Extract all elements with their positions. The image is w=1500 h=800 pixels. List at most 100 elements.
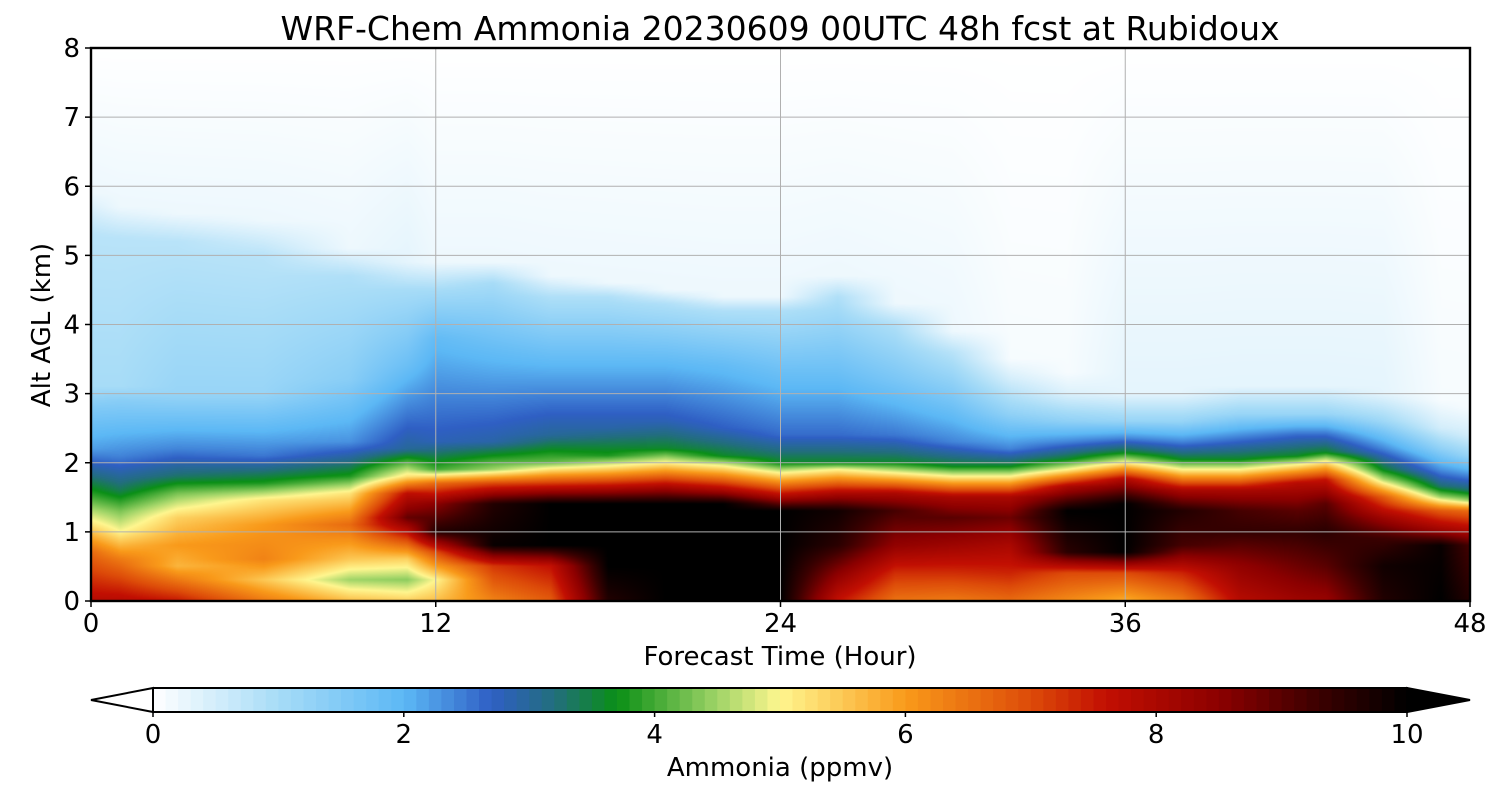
y-tick-label: 4: [63, 311, 80, 341]
colorbar-band: [1118, 688, 1132, 712]
colorbar-band: [1331, 688, 1345, 712]
colorbar-tick-label: 2: [396, 720, 413, 750]
colorbar-band: [1281, 688, 1295, 712]
y-tick-label: 3: [63, 380, 80, 410]
colorbar-band: [466, 688, 480, 712]
y-tick-label: 1: [63, 518, 80, 548]
colorbar-tick-label: 8: [1148, 720, 1165, 750]
colorbar-band: [1055, 688, 1070, 712]
colorbar: 0 2 4 6 8 10 Ammonia (ppmv): [90, 686, 1471, 783]
colorbar-band: [767, 688, 781, 712]
colorbar-band: [165, 688, 179, 712]
colorbar-band: [754, 688, 769, 712]
colorbar-band: [378, 688, 392, 712]
colorbar-band: [504, 688, 518, 712]
colorbar-band: [416, 688, 430, 712]
colorbar-band: [353, 688, 367, 712]
colorbar-band: [1231, 688, 1245, 712]
colorbar-band: [729, 688, 743, 712]
colorbar-band: [1181, 688, 1195, 712]
colorbar-band: [316, 688, 330, 712]
colorbar-band: [265, 688, 279, 712]
y-tick-label: 5: [63, 241, 80, 271]
colorbar-band: [1269, 688, 1283, 712]
colorbar-band: [1131, 688, 1145, 712]
colorbar-band: [1206, 688, 1220, 712]
colorbar-band: [855, 688, 869, 712]
colorbar-band: [830, 688, 844, 712]
y-axis-label: Alt AGL (km): [27, 243, 57, 407]
colorbar-under-arrow: [90, 686, 154, 714]
colorbar-band: [228, 688, 242, 712]
colorbar-band: [290, 688, 305, 712]
colorbar-band: [616, 688, 631, 712]
colorbar-band: [930, 688, 944, 712]
colorbar-band: [842, 688, 856, 712]
colorbar-band: [880, 688, 894, 712]
x-tick-label: 48: [1453, 609, 1486, 639]
colorbar-band: [629, 688, 643, 712]
colorbar-band: [867, 688, 881, 712]
y-tick-label: 0: [63, 587, 80, 617]
colorbar-band: [943, 688, 957, 712]
colorbar-band: [1005, 688, 1019, 712]
colorbar-tick-label: 4: [646, 720, 663, 750]
colorbar-band: [805, 688, 819, 712]
y-tick-label: 6: [63, 172, 80, 202]
y-tick-label: 8: [63, 34, 80, 64]
colorbar-band: [817, 688, 831, 712]
colorbar-band: [566, 688, 580, 712]
chart-title: WRF-Chem Ammonia 20230609 00UTC 48h fcst…: [280, 9, 1279, 48]
colorbar-band: [1093, 688, 1107, 712]
colorbar-band: [1156, 688, 1170, 712]
colorbar-band: [516, 688, 530, 712]
colorbar-tick-label: 0: [145, 720, 162, 750]
colorbar-band: [604, 688, 618, 712]
colorbar-band: [591, 688, 606, 712]
colorbar-band: [968, 688, 982, 712]
colorbar-band: [1193, 688, 1207, 712]
colorbar-band: [403, 688, 417, 712]
colorbar-band: [1369, 688, 1383, 712]
colorbar-band: [278, 688, 292, 712]
colorbar-band: [491, 688, 505, 712]
colorbar-band: [1218, 688, 1233, 712]
colorbar-band: [692, 688, 706, 712]
colorbar-band: [453, 688, 468, 712]
colorbar-band: [178, 688, 192, 712]
colorbar-band: [1018, 688, 1032, 712]
colorbar-band: [980, 688, 994, 712]
colorbar-band: [780, 688, 794, 712]
grid-lines: [91, 48, 1470, 601]
colorbar-band: [303, 688, 317, 712]
colorbar-band: [955, 688, 969, 712]
colorbar-band: [792, 688, 806, 712]
colorbar-band: [642, 688, 656, 712]
y-tick-label: 2: [63, 449, 80, 479]
y-axis-ticks: 0 1 2 3 4 5 6 7 8: [63, 34, 91, 617]
colorbar-band: [905, 688, 919, 712]
x-tick-label: 24: [764, 609, 797, 639]
colorbar-band: [1080, 688, 1095, 712]
colorbar-band: [428, 688, 443, 712]
colorbar-band: [1356, 688, 1370, 712]
x-tick-label: 12: [419, 609, 452, 639]
colorbar-band: [529, 688, 543, 712]
colorbar-band: [1068, 688, 1082, 712]
colorbar-band: [654, 688, 668, 712]
colorbar-band: [892, 688, 906, 712]
x-tick-label: 0: [83, 609, 100, 639]
colorbar-band: [541, 688, 555, 712]
colorbar-band: [1143, 688, 1157, 712]
colorbar-band: [554, 688, 568, 712]
colorbar-band: [1168, 688, 1182, 712]
x-axis-label: Forecast Time (Hour): [643, 642, 916, 672]
colorbar-over-arrow: [1406, 686, 1471, 714]
colorbar-label: Ammonia (ppmv): [667, 753, 893, 783]
colorbar-band: [391, 688, 405, 712]
colorbar-band: [1030, 688, 1044, 712]
colorbar-band: [704, 688, 718, 712]
colorbar-band: [1319, 688, 1333, 712]
